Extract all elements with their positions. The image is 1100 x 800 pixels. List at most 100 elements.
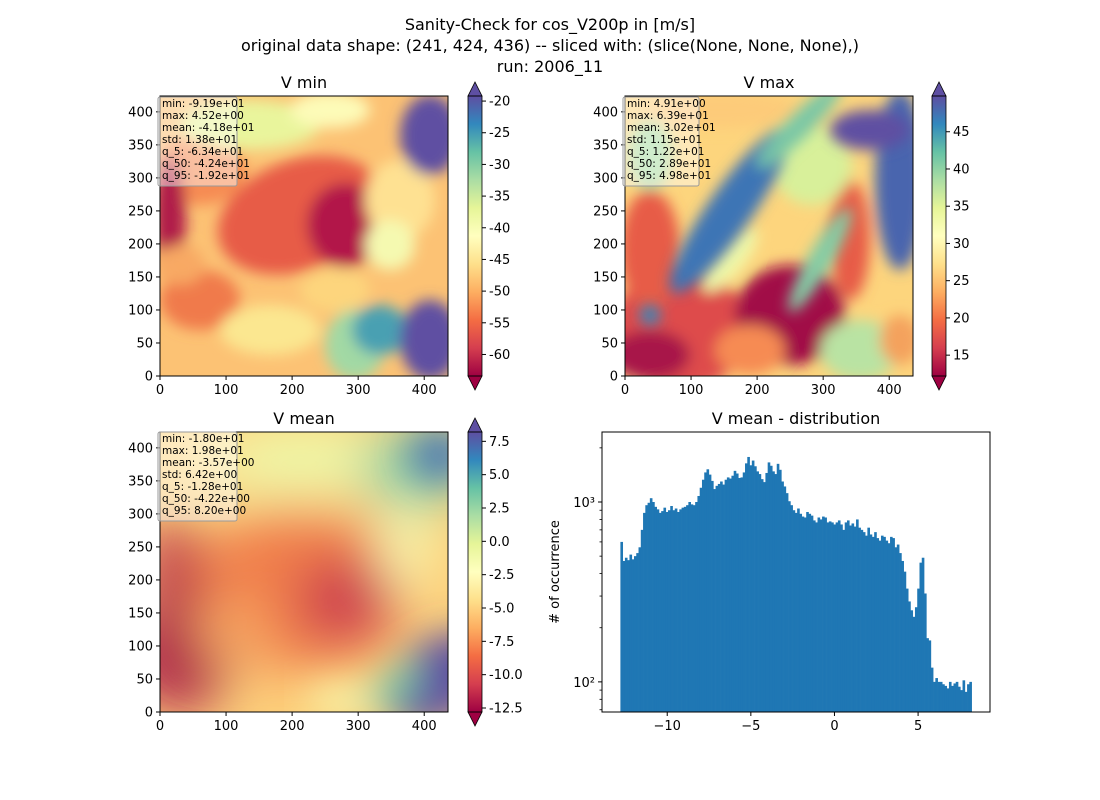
histogram-bar [645,505,648,712]
histogram-bar [704,472,707,712]
histogram-bar [758,474,762,712]
panel-vmin: V min 0 100 200 300 [128,73,510,398]
colorbar-tick-label: 5.0 [489,468,510,483]
histogram-bar [663,507,667,712]
histogram-bar [652,502,655,712]
histogram-bar [772,471,775,712]
histogram-bar [779,469,782,712]
x-tick-label: 0 [830,719,838,734]
panel-vmean: V mean 0 100 200 300 400 0 50 100 150 [128,409,522,734]
histogram-bar [803,517,807,712]
histogram-bar [842,529,846,712]
histogram-bar [851,523,855,712]
panel-title: V mean [273,409,334,428]
histogram-bar [924,593,927,712]
histogram-bar [969,681,972,712]
y-tick-label: 250 [128,204,153,219]
histogram-bar [801,516,805,712]
colorbar-extend-max [931,81,947,97]
x-tick-label: −5 [741,719,760,734]
histogram-bar [649,498,653,712]
y-tick-label: 100 [128,303,153,318]
histogram-bar [824,517,827,712]
y-tick-label: 0 [145,370,153,385]
y-tick-label: 50 [136,672,153,687]
histogram-bar [624,557,628,712]
panel-histogram: V mean - distribution −10 −5 0 5 10² 10³ # of… [548,409,991,734]
histogram-bar [887,543,891,712]
colorbar-frame [931,95,947,377]
x-tick-label: 0 [156,383,164,398]
axes-vmin: 0 100 200 300 400 0 50 100 150 200 250 300 350 400 [128,105,436,398]
histogram-bar [785,493,789,712]
histogram-bar [763,482,766,712]
histogram-bar [892,538,895,712]
panel-title: V min [281,73,327,92]
colorbar-tick-label: -60 [489,348,510,363]
colorbar-tick-label: 20 [953,311,970,326]
histogram-bar [774,474,778,712]
y-axis-label: # of occurrence [548,520,563,624]
histogram-bar [826,522,830,712]
stat-line: q_95: 8.20e+00 [162,505,246,517]
histogram-bar [738,477,741,712]
histogram-bar [946,688,950,712]
x-tick-label: 0 [156,719,164,734]
histogram-bar [638,547,642,712]
y-tick-label: 300 [128,171,153,186]
histogram-bar [742,472,746,712]
histogram-bar [948,681,952,712]
colorbar-frame [467,431,483,713]
histogram-bar [679,509,682,712]
colorbar-extend-min [467,711,483,727]
y-tick-label: 0 [145,706,153,721]
y-tick-label: 350 [128,138,153,153]
x-tick-label: 0 [621,383,629,398]
histogram-bar [747,456,750,712]
histogram-bar [939,681,943,712]
y-tick-label: 150 [128,270,153,285]
histogram-bar [724,479,728,712]
histogram-bar [908,601,911,712]
stat-line: max: 6.39e+01 [627,110,709,122]
colorbar-tick-label: -25 [489,126,510,141]
histogram-bar [883,536,886,712]
histogram-bar [901,560,904,712]
histogram-bar [643,512,646,712]
x-tick-label: 200 [280,719,305,734]
histogram-bar [935,678,938,712]
colorbar-extend-min [467,375,483,391]
x-tick-label: −10 [654,719,681,734]
histogram-bar [962,680,966,712]
histogram-bar [717,483,721,712]
histogram-bar [683,506,687,712]
colorbar-tick-label: 0.0 [489,535,510,550]
colorbar-tick-label: -20 [489,95,510,110]
colorbar-tick-label: -7.5 [489,635,514,650]
histogram-bar [699,487,703,712]
histogram-bar [701,479,705,712]
y-tick-label: 100 [128,639,153,654]
figure-title-line-3: run: 2006_11 [497,57,603,77]
histogram-bar [799,513,803,712]
colorbar-vmax: 45 40 35 30 25 20 15 [931,81,970,391]
colorbar-tick-label: -45 [489,253,510,268]
x-tick-label: 200 [280,383,305,398]
histogram-bar [937,681,941,712]
histogram-bar [862,532,866,712]
x-tick-label: 400 [412,383,437,398]
x-tick-label: 100 [214,719,239,734]
histogram-bar [661,511,664,712]
histogram-bar [944,685,948,712]
colorbar-tick-label: 2.5 [489,502,510,517]
histogram-bar [674,508,678,712]
histogram-bar [769,465,773,712]
y-tick-label: 0 [610,370,618,385]
histogram-bar [849,525,852,712]
histogram-bar [686,505,689,712]
y-tick-label: 200 [593,237,618,252]
y-tick-label: 400 [128,441,153,456]
histogram-bar [844,522,848,712]
stats-box: min: 4.91e+00 max: 6.39e+01 mean: 3.02e+01… [622,96,716,187]
